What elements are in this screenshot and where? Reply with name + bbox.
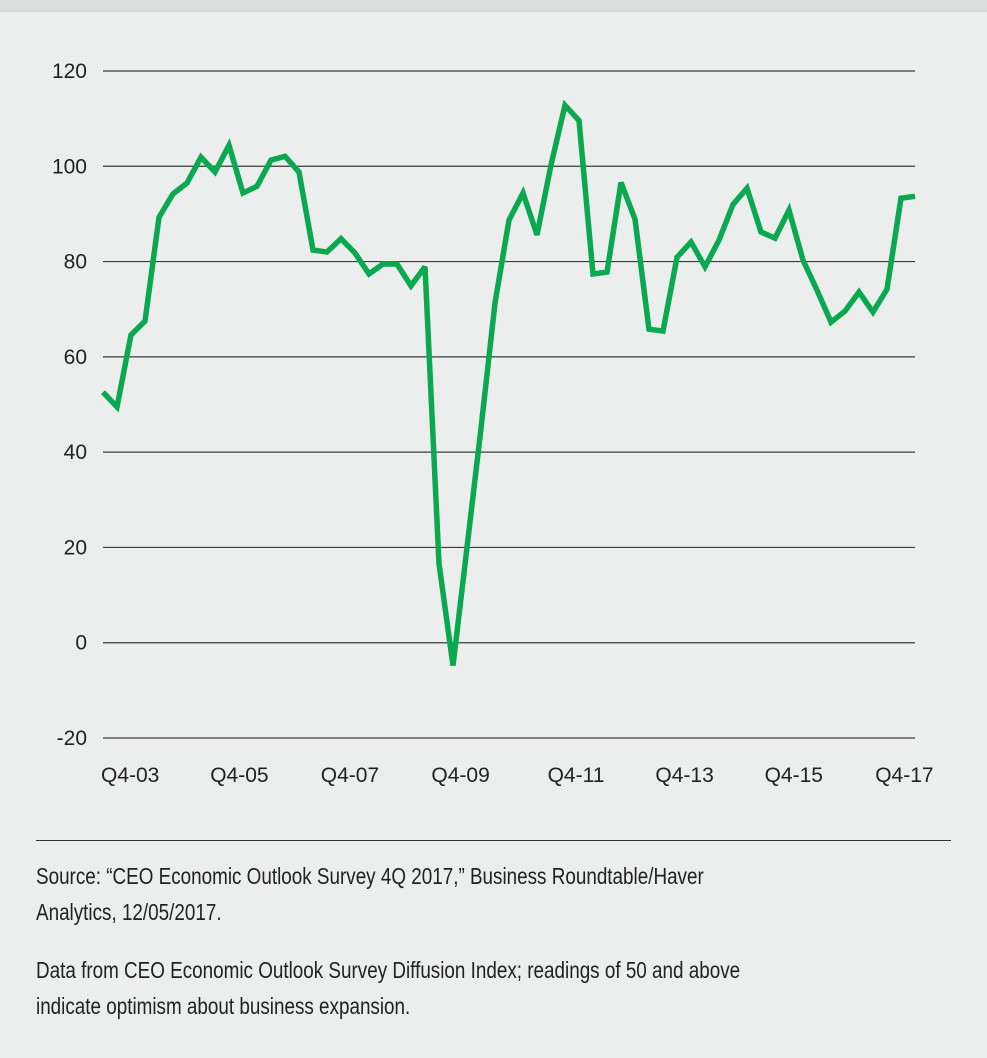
- source-line-1: Source: “CEO Economic Outlook Survey 4Q …: [36, 863, 704, 889]
- y-tick-label: 0: [75, 632, 87, 655]
- x-tick-label: Q4-11: [548, 764, 605, 787]
- source-line-2: Analytics, 12/05/2017.: [36, 899, 222, 925]
- x-tick-label: Q4-15: [765, 764, 823, 787]
- x-tick-label: Q4-05: [210, 764, 268, 787]
- x-tick-label: Q4-07: [321, 764, 379, 787]
- y-axis-ticks: 120 100 80 60 40 20 0 -20: [52, 60, 87, 750]
- x-tick-label: Q4-09: [431, 764, 489, 787]
- x-tick-label: Q4-13: [655, 764, 713, 787]
- series-group: [101, 99, 916, 666]
- x-tick-label: Q4-17: [875, 764, 933, 787]
- note-line-2: indicate optimism about business expansi…: [36, 993, 411, 1019]
- data-note: Data from CEO Economic Outlook Survey Di…: [36, 952, 938, 1024]
- note-line-1: Data from CEO Economic Outlook Survey Di…: [36, 957, 741, 983]
- y-tick-label: -20: [57, 727, 87, 750]
- x-axis-ticks: Q4-03 Q4-05 Q4-07 Q4-09 Q4-11 Q4-13 Q4-15 Q4-17: [101, 764, 934, 787]
- x-tick-label: Q4-03: [101, 764, 159, 787]
- source-note: Source: “CEO Economic Outlook Survey 4Q …: [36, 858, 938, 930]
- y-tick-label: 20: [64, 536, 87, 559]
- top-band: [0, 0, 987, 12]
- y-tick-label: 120: [52, 60, 87, 83]
- gridlines: [103, 70, 915, 739]
- y-tick-label: 100: [52, 155, 87, 178]
- y-tick-label: 40: [64, 441, 87, 464]
- y-tick-label: 60: [64, 346, 87, 369]
- y-tick-label: 80: [64, 251, 87, 274]
- series-line: [101, 99, 916, 666]
- footer-divider: [36, 840, 951, 841]
